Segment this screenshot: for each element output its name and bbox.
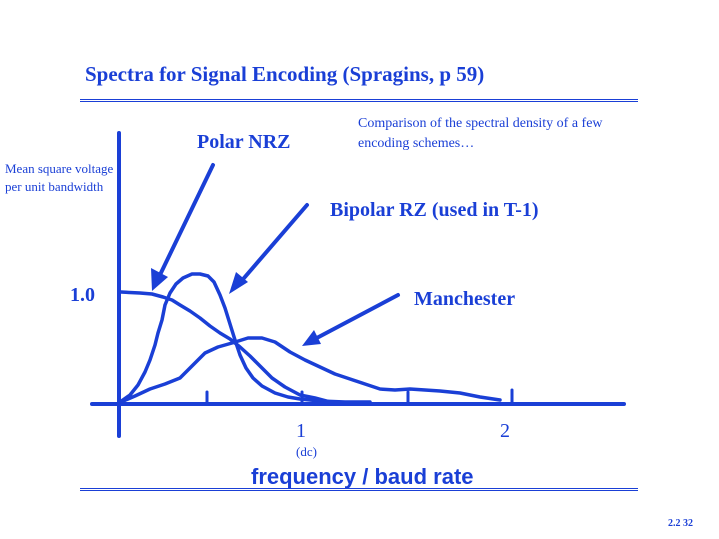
- polar-nrz-arrow: [156, 163, 215, 281]
- bipolar-rz-arrowhead: [229, 272, 248, 294]
- manchester-label: Manchester: [414, 288, 516, 310]
- top-divider: [80, 99, 638, 102]
- manchester-curve: [119, 336, 502, 404]
- bipolar-rz-arrow: [236, 203, 309, 287]
- slide-title: Spectra for Signal Encoding (Spragins, p…: [85, 62, 485, 86]
- dc-label: (dc): [296, 444, 317, 459]
- manchester-arrowhead: [302, 330, 321, 346]
- polar-nrz-label: Polar NRZ: [197, 131, 291, 153]
- manchester-arrow: [311, 293, 400, 342]
- x-axis-label: frequency / baud rate: [251, 464, 474, 489]
- bipolar-rz-label: Bipolar RZ (used in T-1): [330, 199, 539, 221]
- polar-nrz-arrowhead: [151, 268, 168, 291]
- x-tick-label-2: 2: [500, 420, 510, 442]
- comparison-note: Comparison of the spectral density of a …: [358, 116, 603, 151]
- bottom-divider: [80, 488, 638, 491]
- y-tick-label: 1.0: [70, 284, 95, 306]
- x-tick-label-1: 1: [296, 420, 306, 442]
- slide-footer: 2.2 32: [668, 518, 693, 529]
- y-axis-label: Mean square voltage per unit bandwidth: [5, 161, 114, 194]
- bipolar-rz-curve: [118, 272, 372, 404]
- polar-nrz-curve: [119, 290, 347, 405]
